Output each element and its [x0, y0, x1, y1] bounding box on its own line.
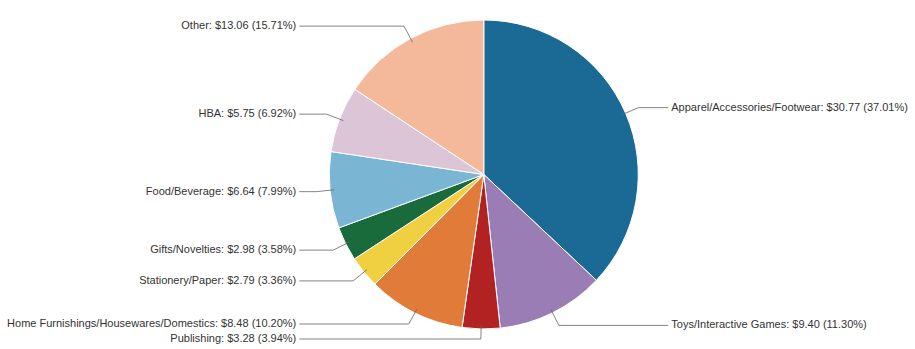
slice-label: HBA: $5.75 (6.92%) [198, 107, 296, 119]
chart-svg: Apparel/Accessories/Footwear: $30.77 (37… [0, 0, 915, 349]
leader-line [299, 26, 412, 42]
leader-line [299, 242, 349, 250]
chart-container: Apparel/Accessories/Footwear: $30.77 (37… [0, 0, 915, 349]
slice-label: Home Furnishings/Housewares/Domestics: $… [7, 317, 296, 329]
labels: Apparel/Accessories/Footwear: $30.77 (37… [7, 19, 908, 344]
slice-label: Stationery/Paper: $2.79 (3.36%) [139, 274, 296, 286]
slice-label: Other: $13.06 (15.71%) [181, 19, 296, 31]
leader-line [551, 309, 668, 325]
slice [484, 175, 597, 329]
leader-lines [299, 26, 668, 339]
leader-line [299, 270, 367, 281]
leader-line [299, 114, 343, 120]
slice-label: Gifts/Novelties: $2.98 (3.58%) [150, 243, 296, 255]
slice-label: Food/Beverage: $6.64 (7.99%) [146, 185, 296, 197]
slice [355, 20, 484, 175]
leader-line [299, 325, 481, 339]
leader-line [299, 309, 416, 324]
slice-label: Toys/Interactive Games: $9.40 (11.30%) [671, 318, 866, 330]
leader-line [299, 190, 334, 192]
pie [329, 20, 638, 329]
leader-line [622, 108, 668, 115]
slice-label: Publishing: $3.28 (3.94%) [170, 332, 296, 344]
slice-label: Apparel/Accessories/Footwear: $30.77 (37… [671, 101, 908, 113]
